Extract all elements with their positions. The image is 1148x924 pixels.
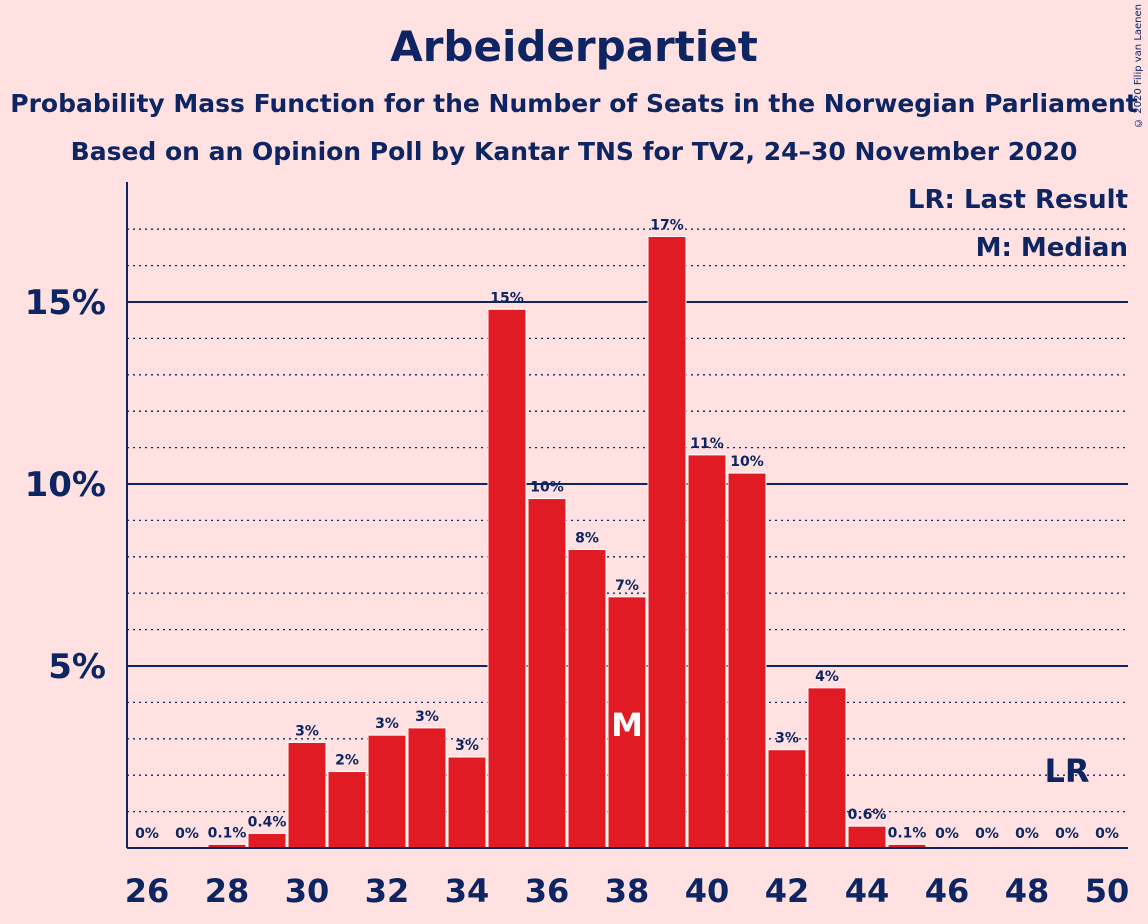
x-tick-label: 36 (525, 872, 570, 910)
data-label: 10% (730, 454, 764, 470)
bar (287, 741, 327, 849)
data-label: 10% (530, 480, 564, 496)
x-tick-label: 50 (1085, 872, 1130, 910)
bar (607, 596, 647, 849)
chart-title: Arbeiderpartiet (390, 22, 758, 71)
x-tick-label: 40 (685, 872, 730, 910)
legend-last-result: LR: Last Result (907, 185, 1128, 215)
data-label: 3% (295, 723, 319, 739)
bar (487, 308, 527, 849)
y-tick-label: 10% (25, 465, 106, 505)
x-tick-label: 28 (205, 872, 250, 910)
data-label: 0% (935, 826, 959, 842)
data-label: 11% (690, 436, 724, 452)
last-result-marker: LR (1044, 752, 1089, 790)
data-label: 15% (490, 290, 524, 306)
data-label: 3% (455, 738, 479, 754)
x-tick-label: 26 (125, 872, 170, 910)
data-label: 8% (575, 531, 599, 547)
data-label: 17% (650, 217, 684, 233)
bar (807, 687, 847, 849)
data-label: 0.4% (248, 814, 287, 830)
chart-subtitle: Probability Mass Function for the Number… (10, 89, 1138, 118)
x-tick-label: 46 (925, 872, 970, 910)
data-label: 3% (775, 731, 799, 747)
data-label: 3% (415, 709, 439, 725)
bar (647, 235, 687, 849)
x-tick-label: 34 (445, 872, 490, 910)
bar (727, 472, 767, 849)
x-tick-label: 42 (765, 872, 810, 910)
data-label: 4% (815, 669, 839, 685)
bar (567, 549, 607, 849)
bar (447, 756, 487, 849)
bar (247, 832, 287, 849)
data-label: 3% (375, 716, 399, 732)
bar (767, 749, 807, 849)
data-label: 2% (335, 753, 359, 769)
bar (407, 727, 447, 849)
data-label: 0.1% (888, 825, 927, 841)
y-tick-label: 5% (48, 647, 106, 687)
data-label: 0% (175, 826, 199, 842)
data-label: 0% (975, 826, 999, 842)
data-label: 0.6% (848, 807, 887, 823)
data-label: 0% (1095, 826, 1119, 842)
data-label: 7% (615, 578, 639, 594)
data-label: 0.1% (208, 825, 247, 841)
x-tick-label: 38 (605, 872, 650, 910)
y-tick-label: 15% (25, 283, 106, 323)
bar (327, 771, 367, 849)
legend-median: M: Median (975, 233, 1128, 263)
x-tick-label: 30 (285, 872, 330, 910)
bar (847, 825, 887, 849)
x-tick-label: 44 (845, 872, 890, 910)
data-label: 0% (1015, 826, 1039, 842)
bar (687, 454, 727, 849)
x-tick-label: 48 (1005, 872, 1050, 910)
data-label: 0% (1055, 826, 1079, 842)
median-marker: M (611, 706, 643, 744)
bar (367, 734, 407, 849)
x-tick-label: 32 (365, 872, 410, 910)
chart-subtitle-2: Based on an Opinion Poll by Kantar TNS f… (70, 137, 1078, 166)
bar (527, 498, 567, 849)
data-label: 0% (135, 826, 159, 842)
